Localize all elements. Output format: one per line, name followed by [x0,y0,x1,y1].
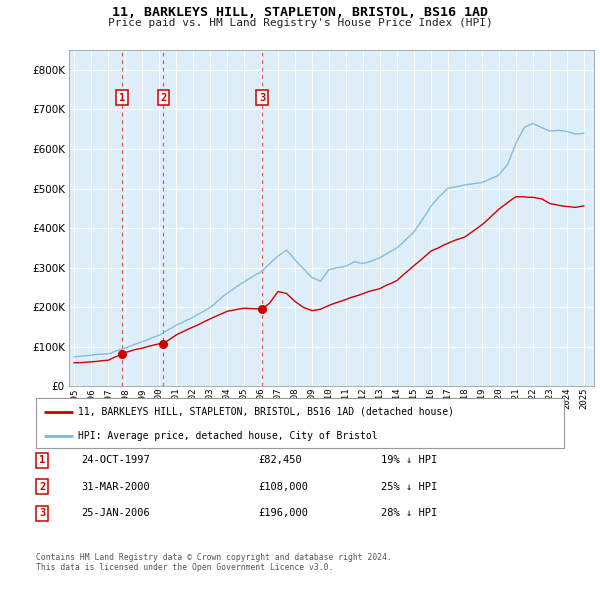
Text: 28% ↓ HPI: 28% ↓ HPI [381,509,437,518]
Text: 31-MAR-2000: 31-MAR-2000 [81,482,150,491]
Text: 24-OCT-1997: 24-OCT-1997 [81,455,150,465]
Text: 2: 2 [39,482,45,491]
Text: 3: 3 [259,93,265,103]
Text: £108,000: £108,000 [258,482,308,491]
Text: £82,450: £82,450 [258,455,302,465]
Text: HPI: Average price, detached house, City of Bristol: HPI: Average price, detached house, City… [78,431,378,441]
Text: This data is licensed under the Open Government Licence v3.0.: This data is licensed under the Open Gov… [36,563,334,572]
Text: 19% ↓ HPI: 19% ↓ HPI [381,455,437,465]
FancyBboxPatch shape [36,398,564,448]
Text: Price paid vs. HM Land Registry's House Price Index (HPI): Price paid vs. HM Land Registry's House … [107,18,493,28]
Text: 1: 1 [119,93,125,103]
Text: 11, BARKLEYS HILL, STAPLETON, BRISTOL, BS16 1AD: 11, BARKLEYS HILL, STAPLETON, BRISTOL, B… [112,6,488,19]
Text: 1: 1 [39,455,45,465]
Text: £196,000: £196,000 [258,509,308,518]
Text: 25-JAN-2006: 25-JAN-2006 [81,509,150,518]
Text: 11, BARKLEYS HILL, STAPLETON, BRISTOL, BS16 1AD (detached house): 11, BARKLEYS HILL, STAPLETON, BRISTOL, B… [78,407,454,417]
Text: 2: 2 [160,93,166,103]
Text: 25% ↓ HPI: 25% ↓ HPI [381,482,437,491]
Text: 3: 3 [39,509,45,518]
Text: Contains HM Land Registry data © Crown copyright and database right 2024.: Contains HM Land Registry data © Crown c… [36,553,392,562]
